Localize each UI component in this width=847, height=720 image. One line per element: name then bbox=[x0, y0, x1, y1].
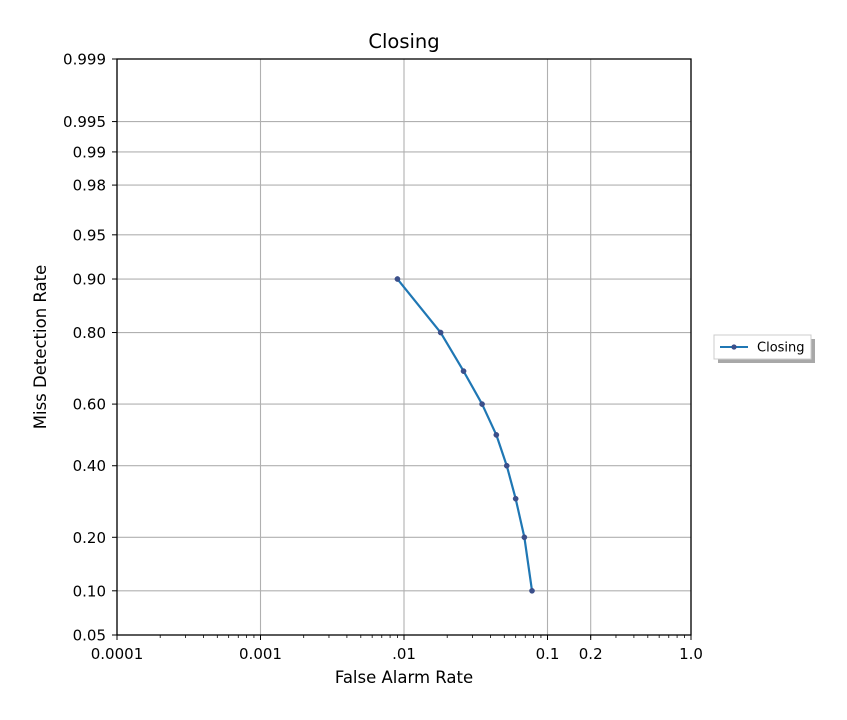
data-point bbox=[437, 329, 444, 336]
legend-marker-closing bbox=[731, 344, 737, 350]
series-closing bbox=[394, 276, 535, 594]
y-tick-label: 0.60 bbox=[73, 396, 106, 414]
y-axis-title: Miss Detection Rate bbox=[31, 265, 50, 430]
legend-label-closing: Closing bbox=[757, 341, 805, 356]
y-tick-label: 0.20 bbox=[73, 529, 106, 547]
x-tick-label: 1.0 bbox=[679, 645, 703, 663]
y-axis-ticks: 0.05 0.10 0.20 0.40 0.60 0.80 0.90 0.95 0.98 0.99… bbox=[63, 51, 117, 645]
y-tick-label: 0.98 bbox=[73, 177, 106, 195]
x-tick-label: 0.1 bbox=[536, 645, 560, 663]
chart-title: Closing bbox=[368, 30, 439, 53]
grid bbox=[116, 58, 692, 636]
data-point bbox=[521, 534, 528, 541]
x-tick-label: 0.0001 bbox=[91, 645, 144, 663]
y-tick-label: 0.95 bbox=[73, 226, 106, 244]
data-point bbox=[394, 276, 401, 282]
series-line-closing bbox=[396, 278, 534, 591]
x-tick-label: 0.001 bbox=[239, 645, 282, 663]
y-tick-label: 0.99 bbox=[73, 143, 106, 161]
data-point bbox=[479, 401, 485, 407]
y-tick-label: 0.90 bbox=[73, 271, 106, 289]
y-tick-label: 0.995 bbox=[63, 113, 106, 131]
y-tick-label: 0.999 bbox=[63, 51, 106, 69]
y-tick-label: 0.10 bbox=[73, 582, 106, 600]
x-tick-label: .01 bbox=[392, 645, 416, 663]
data-point bbox=[529, 587, 535, 594]
data-point bbox=[493, 432, 500, 438]
data-point bbox=[512, 495, 519, 502]
y-tick-label: 0.80 bbox=[73, 324, 106, 342]
legend: Closing bbox=[713, 334, 815, 363]
data-point bbox=[460, 368, 467, 374]
x-axis-title: False Alarm Rate bbox=[335, 668, 473, 687]
y-tick-label: 0.40 bbox=[73, 457, 106, 475]
x-axis-ticks: 0.0001 0.001 .01 0.1 0.2 1.0 bbox=[91, 635, 703, 663]
x-tick-label: 0.2 bbox=[579, 645, 603, 663]
data-point bbox=[503, 462, 510, 469]
y-tick-label: 0.05 bbox=[73, 627, 106, 645]
